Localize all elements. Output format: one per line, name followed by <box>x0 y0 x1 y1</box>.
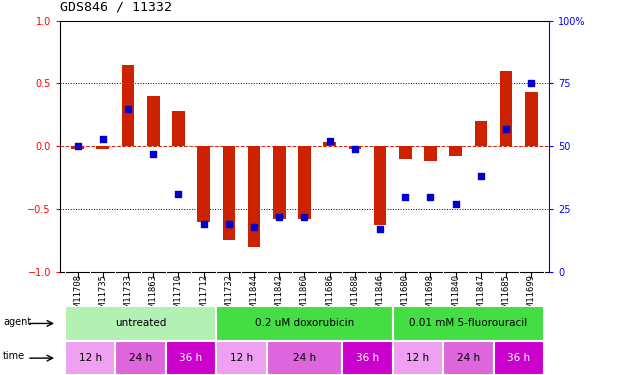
Point <box>73 143 83 149</box>
Text: GSM11863: GSM11863 <box>149 274 158 316</box>
Bar <box>298 146 310 219</box>
Point <box>249 224 259 230</box>
Bar <box>273 146 286 219</box>
Text: 24 h: 24 h <box>293 353 316 363</box>
Bar <box>323 142 336 146</box>
Bar <box>443 341 493 375</box>
Bar <box>500 71 512 146</box>
Bar <box>392 341 443 375</box>
Bar <box>115 341 166 375</box>
Text: GSM11846: GSM11846 <box>375 274 384 316</box>
Text: GSM11708: GSM11708 <box>73 274 82 316</box>
Point <box>224 221 234 227</box>
Text: GSM11844: GSM11844 <box>249 274 259 316</box>
Text: GSM11680: GSM11680 <box>401 274 410 316</box>
Point <box>451 201 461 207</box>
Bar <box>216 306 392 341</box>
Point <box>300 214 310 220</box>
Text: GSM11688: GSM11688 <box>350 274 360 316</box>
Bar <box>223 146 235 240</box>
Bar <box>493 341 544 375</box>
Text: GSM11698: GSM11698 <box>426 274 435 316</box>
Point <box>148 151 158 157</box>
Text: 0.01 mM 5-fluorouracil: 0.01 mM 5-fluorouracil <box>409 318 528 328</box>
Text: 36 h: 36 h <box>179 353 203 363</box>
Bar <box>65 341 115 375</box>
Bar <box>348 146 361 149</box>
Point <box>375 226 385 232</box>
Bar <box>475 121 487 146</box>
Text: GSM11842: GSM11842 <box>274 274 284 316</box>
Text: GSM11733: GSM11733 <box>124 274 133 316</box>
Bar <box>166 341 216 375</box>
Bar <box>374 146 386 225</box>
Bar <box>71 146 84 149</box>
Point <box>350 146 360 152</box>
Point <box>324 138 334 144</box>
Text: GSM11860: GSM11860 <box>300 274 309 316</box>
Text: GSM11840: GSM11840 <box>451 274 460 316</box>
Text: GSM11847: GSM11847 <box>476 274 485 316</box>
Point <box>501 126 511 132</box>
Text: GSM11712: GSM11712 <box>199 274 208 316</box>
Text: GSM11710: GSM11710 <box>174 274 183 316</box>
Bar <box>399 146 411 159</box>
Text: 12 h: 12 h <box>79 353 102 363</box>
Text: 36 h: 36 h <box>356 353 379 363</box>
Bar <box>97 146 109 149</box>
Bar <box>198 146 210 222</box>
Text: GSM11685: GSM11685 <box>502 274 510 316</box>
Point <box>526 81 536 87</box>
Point <box>199 221 209 227</box>
Text: 0.2 uM doxorubicin: 0.2 uM doxorubicin <box>255 318 354 328</box>
Point <box>174 191 184 197</box>
Text: GSM11735: GSM11735 <box>98 274 107 316</box>
Bar <box>342 341 392 375</box>
Point <box>123 106 133 112</box>
Bar <box>147 96 160 146</box>
Point <box>274 214 285 220</box>
Text: GSM11732: GSM11732 <box>225 274 233 316</box>
Text: 36 h: 36 h <box>507 353 530 363</box>
Text: 24 h: 24 h <box>457 353 480 363</box>
Point <box>400 194 410 200</box>
Point <box>98 136 108 142</box>
Bar <box>248 146 261 247</box>
Bar <box>216 341 267 375</box>
Text: GSM11686: GSM11686 <box>325 274 334 316</box>
Bar <box>449 146 462 156</box>
Text: agent: agent <box>3 316 32 327</box>
Text: 24 h: 24 h <box>129 353 152 363</box>
Bar <box>267 341 342 375</box>
Text: untreated: untreated <box>115 318 167 328</box>
Bar <box>424 146 437 161</box>
Bar <box>392 306 544 341</box>
Bar <box>172 111 185 146</box>
Text: GDS846 / 11332: GDS846 / 11332 <box>60 0 172 13</box>
Text: time: time <box>3 351 25 361</box>
Text: GSM11699: GSM11699 <box>527 274 536 316</box>
Point <box>476 173 486 179</box>
Bar <box>65 306 216 341</box>
Bar <box>122 64 134 146</box>
Text: 12 h: 12 h <box>230 353 253 363</box>
Point <box>425 194 435 200</box>
Bar <box>525 92 538 146</box>
Text: 12 h: 12 h <box>406 353 430 363</box>
